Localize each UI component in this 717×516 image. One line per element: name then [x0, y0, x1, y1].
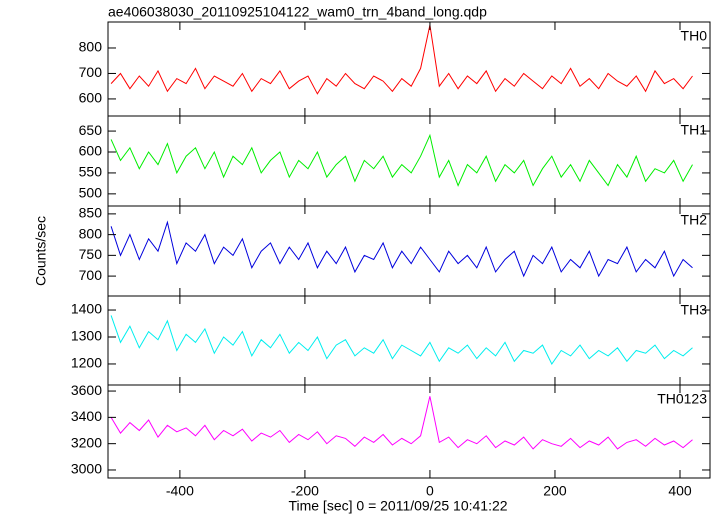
y-tick-label: 3000	[71, 461, 102, 477]
panel-frame	[107, 21, 711, 117]
x-tick-label: 400	[668, 483, 692, 499]
panel-frame	[107, 115, 711, 207]
y-tick-label: 700	[79, 64, 103, 80]
x-axis-label: Time [sec] 0 = 2011/09/25 10:41:22	[288, 498, 507, 514]
y-tick-label: 1400	[71, 301, 102, 317]
chart-title: ae406038030_20110925104122_wam0_trn_4ban…	[108, 4, 487, 20]
panel-frame	[107, 205, 711, 297]
series-line	[110, 315, 693, 365]
panel-frame	[107, 384, 711, 479]
x-tick-label: -200	[291, 483, 319, 499]
x-tick-label: 200	[543, 483, 567, 499]
y-tick-label: 3400	[71, 408, 102, 424]
series-line	[110, 396, 693, 450]
y-tick-label: 850	[79, 205, 103, 221]
y-tick-label: 550	[79, 164, 103, 180]
y-tick-label: 800	[79, 39, 103, 55]
panel-frame	[107, 295, 711, 386]
y-axis-label: Counts/sec	[33, 216, 49, 286]
panel-label: TH1	[681, 122, 708, 138]
y-tick-label: 1200	[71, 355, 102, 371]
y-tick-label: 3600	[71, 382, 102, 398]
x-tick-label: -400	[166, 483, 194, 499]
series-line	[110, 220, 693, 278]
y-tick-label: 600	[79, 143, 103, 159]
panel-label: TH2	[681, 212, 708, 228]
x-tick-label: 0	[426, 483, 434, 499]
y-tick-label: 3200	[71, 434, 102, 450]
y-tick-label: 1300	[71, 328, 102, 344]
y-tick-label: 650	[79, 122, 103, 138]
panel-label: TH0	[681, 28, 708, 44]
panel-label: TH0123	[657, 391, 707, 407]
y-tick-label: 600	[79, 90, 103, 106]
y-tick-label: 500	[79, 185, 103, 201]
series-line	[110, 24, 693, 95]
panel-label: TH3	[681, 302, 708, 318]
y-tick-label: 750	[79, 246, 103, 262]
y-tick-label: 800	[79, 225, 103, 241]
series-line	[110, 133, 693, 187]
y-tick-label: 700	[79, 267, 103, 283]
